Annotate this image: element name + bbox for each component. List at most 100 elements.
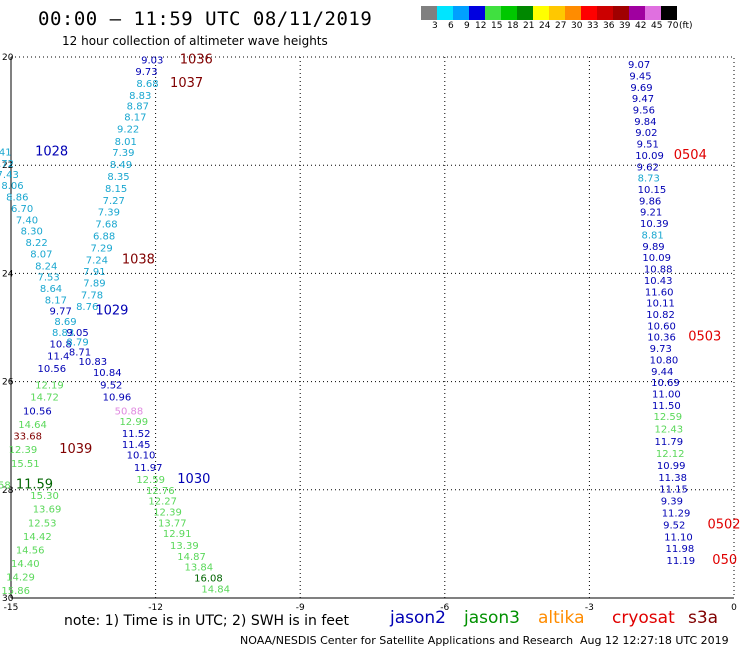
wave-height-value: 11.97 xyxy=(134,463,163,474)
x-tick-label: -6 xyxy=(440,603,449,613)
legend-swatch xyxy=(453,6,469,20)
wave-height-value: 10.11 xyxy=(646,299,675,310)
legend-label: 42 xyxy=(635,21,647,31)
wave-height-value: 8.76 xyxy=(76,302,98,313)
wave-height-value: 9.47 xyxy=(632,94,654,105)
legend-swatch xyxy=(565,6,581,20)
wave-height-value: 9.39 xyxy=(661,497,683,508)
wave-height-value: 6.70 xyxy=(11,204,33,215)
wave-height-value: 14.84 xyxy=(201,584,230,595)
map-subtitle: 12 hour collection of altimeter wave hei… xyxy=(62,34,328,48)
legend-label: 45 xyxy=(651,21,663,31)
wave-height-value: 10.96 xyxy=(103,393,132,404)
wave-height-value: 10.82 xyxy=(646,310,675,321)
track-time-label: 0504 xyxy=(674,148,707,163)
wave-height-value: 8.79 xyxy=(66,338,88,349)
wave-height-value: 14.87 xyxy=(177,552,206,563)
legend-label: 30 xyxy=(571,21,583,31)
y-tick-label: 30 xyxy=(2,594,14,604)
legend-label: 3 xyxy=(432,21,438,31)
y-tick-label: 20 xyxy=(2,53,14,63)
wave-height-value: 9.84 xyxy=(634,117,656,128)
wave-height-value: 11.19 xyxy=(667,556,696,567)
wave-height-value: 10.84 xyxy=(93,368,122,379)
wave-height-value: 7.27 xyxy=(103,196,125,207)
legend-swatch xyxy=(597,6,613,20)
wave-height-value: 16.08 xyxy=(194,573,223,584)
wave-height-value: 9.73 xyxy=(650,344,672,355)
wave-height-value: 12.39 xyxy=(9,445,38,456)
wave-height-value: 14.72 xyxy=(30,393,59,404)
legend-label: 70 xyxy=(667,21,679,31)
color-scale-legend xyxy=(421,6,677,20)
wave-height-value: 8.22 xyxy=(25,238,47,249)
legend-swatch xyxy=(421,6,437,20)
wave-height-value: 7.39 xyxy=(112,148,134,159)
wave-height-value: 8.83 xyxy=(129,91,151,102)
legend-swatch xyxy=(581,6,597,20)
wave-height-value: 14.29 xyxy=(6,572,35,583)
wave-height-value: 7.40 xyxy=(16,215,38,226)
wave-height-value: 14.58 xyxy=(0,480,11,491)
wave-height-value: 10.10 xyxy=(127,451,156,462)
wave-height-value: 7.41 xyxy=(0,148,12,159)
wave-height-value: 7.68 xyxy=(95,220,117,231)
track-time-label: 1036 xyxy=(180,53,213,68)
wave-height-value: 9.22 xyxy=(117,124,139,135)
wave-height-value: 8.83 xyxy=(52,328,74,339)
wave-height-value: 7.29 xyxy=(91,243,113,254)
wave-height-value: 8.17 xyxy=(45,295,67,306)
wave-height-value: 11.50 xyxy=(652,401,681,412)
mission-label-jason2: jason2 xyxy=(390,608,446,628)
track-time-label: 1029 xyxy=(95,304,128,319)
legend-swatch xyxy=(485,6,501,20)
legend-swatch xyxy=(661,6,677,20)
legend-swatch xyxy=(437,6,453,20)
x-tick-label: -15 xyxy=(4,603,19,613)
wave-height-value: 9.56 xyxy=(633,105,655,116)
wave-height-value: 12.59 xyxy=(136,475,165,486)
wave-height-value: 14.56 xyxy=(16,545,45,556)
track-time-label: 0503 xyxy=(688,330,721,345)
legend-label: 36 xyxy=(603,21,615,31)
wave-height-value: 15.86 xyxy=(1,586,30,597)
legend-label: 21 xyxy=(523,21,535,31)
track-time-label: 11.59 xyxy=(16,477,53,492)
wave-height-value: 9.89 xyxy=(642,242,664,253)
wave-height-value: 8.86 xyxy=(6,193,28,204)
wave-height-value: 8.64 xyxy=(40,284,62,295)
wave-height-value: 10.83 xyxy=(78,357,107,368)
wave-height-value: 10.15 xyxy=(638,185,667,196)
credit-line: NOAA/NESDIS Center for Satellite Applica… xyxy=(240,634,574,647)
legend-label: 6 xyxy=(448,21,454,31)
wave-height-value: 9.51 xyxy=(637,140,659,151)
wave-height-value: 9.07 xyxy=(628,60,650,71)
legend-swatch xyxy=(629,6,645,20)
wave-height-value: 12.91 xyxy=(163,529,192,540)
wave-height-value: 9.52 xyxy=(663,520,685,531)
wave-height-value: 10.56 xyxy=(38,364,67,375)
wave-height-value: 8.15 xyxy=(105,184,127,195)
wave-height-value: 11.60 xyxy=(645,287,674,298)
x-tick-label: 0 xyxy=(731,603,737,613)
wave-height-value: 9.73 xyxy=(135,67,157,78)
wave-height-value: 11.79 xyxy=(654,437,683,448)
wave-height-value: 9.21 xyxy=(640,208,662,219)
wave-height-value: 8.71 xyxy=(69,347,91,358)
legend-label: 24 xyxy=(539,21,551,31)
wave-height-value: 11.98 xyxy=(666,544,695,555)
wave-height-value: 10.69 xyxy=(651,378,680,389)
wave-height-value: 9.03 xyxy=(141,56,163,67)
wave-height-value: 11.45 xyxy=(122,440,151,451)
mission-label-cryosat: cryosat xyxy=(612,608,675,628)
legend-label: 33 xyxy=(587,21,599,31)
wave-height-value: 8.06 xyxy=(1,181,23,192)
y-tick-label: 24 xyxy=(2,269,14,279)
wave-height-value: 10.80 xyxy=(650,355,679,366)
wave-height-value: 50.88 xyxy=(115,406,144,417)
legend-swatch xyxy=(501,6,517,20)
wave-height-value: 8.35 xyxy=(107,172,129,183)
wave-height-value: 10.36 xyxy=(647,333,676,344)
track-time-label: 1037 xyxy=(170,76,203,91)
